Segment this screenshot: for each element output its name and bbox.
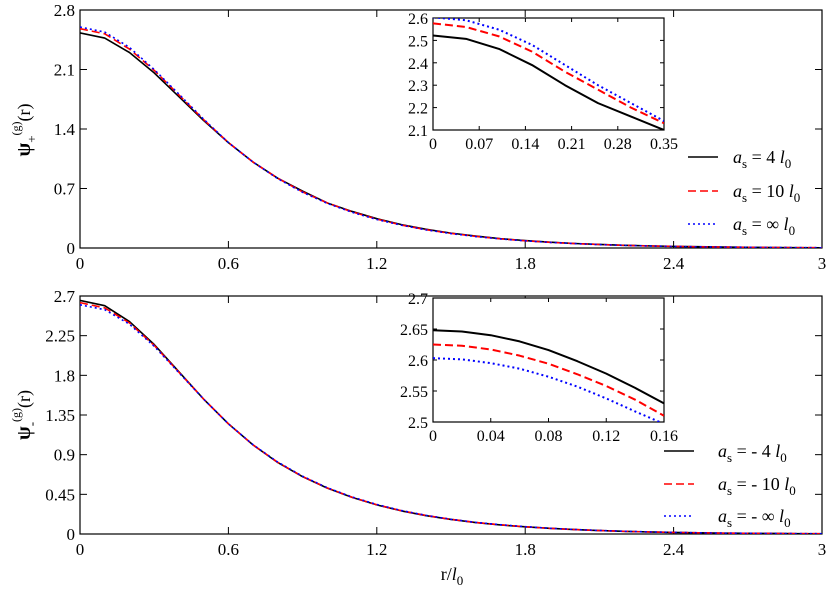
y-tick-label: 1.8 [54, 366, 75, 385]
panel-top: 0 0.6 1.2 1.8 2.4 3 0 0.7 1.4 2.1 2.8 0 0.07 0.14 0.21… [9, 1, 826, 273]
y-tick-label: 0 [67, 525, 76, 544]
legend-bottom: as = - 4 l0 as = - 10 l0 as = - ∞ l0 [664, 441, 796, 530]
panel-bottom: 0 0.6 1.2 1.8 2.4 3 0 0.45 0.9 1.35 1.8 2.25 2.7 0 0.0… [9, 287, 826, 588]
x-axis-label: r/l0 [441, 564, 464, 588]
y-tick-label: 2.8 [54, 1, 75, 20]
inset-top: 0 0.07 0.14 0.21 0.28 0.35 2.1 2.2 2.3 2.4 2.5 2.6 [408, 11, 678, 153]
x-tick-label: 1.2 [366, 540, 387, 559]
series-line-dashed [80, 301, 822, 534]
series-line-dotted [80, 26, 822, 248]
y-tick-label: 0 [67, 239, 76, 258]
x-tick-label: 0.04 [477, 428, 505, 445]
x-tick-label: 3 [818, 254, 827, 273]
series-line-dotted [80, 304, 822, 534]
x-tick-label: 0.35 [650, 136, 678, 153]
x-tick-label: 0 [429, 136, 437, 153]
y-tick-label: 2.7 [54, 287, 76, 306]
series-line-solid [433, 34, 664, 130]
y-tick-label: 2.7 [408, 291, 428, 308]
series-line-solid [433, 329, 664, 405]
legend-label: as = - 10 l0 [718, 474, 796, 498]
y-tick-label: 2.65 [400, 322, 428, 339]
x-tick-label: 3 [818, 540, 827, 559]
y-tick-label: 2.4 [408, 56, 428, 73]
x-tick-label: 1.2 [366, 254, 387, 273]
y-tick-label: 2.1 [54, 61, 75, 80]
y-tick-label: 2.25 [45, 327, 75, 346]
x-tick-label: 0 [429, 428, 437, 445]
x-tick-label: 0.28 [604, 136, 632, 153]
y-tick-label: 2.2 [408, 101, 428, 118]
y-tick-label: 2.6 [408, 353, 428, 370]
y-tick-label: 2.1 [408, 123, 428, 140]
y-tick-label: 0.7 [54, 180, 76, 199]
x-tick-label: 0.12 [592, 428, 620, 445]
legend-label: as = ∞ l0 [733, 214, 795, 238]
series-line-dotted [433, 357, 663, 422]
x-tick-label: 0 [76, 254, 85, 273]
x-tick-label: 0.21 [558, 136, 586, 153]
legend-label: as = - ∞ l0 [718, 506, 791, 530]
x-tick-label: 2.4 [663, 540, 685, 559]
y-axis-label: ψ+(g)(r) [9, 103, 39, 156]
y-tick-label: 0.9 [54, 446, 75, 465]
x-tick-label: 1.8 [515, 254, 536, 273]
x-tick-label: 2.4 [663, 254, 685, 273]
y-tick-label: 2.6 [408, 11, 428, 28]
legend-label: as = - 4 l0 [718, 441, 787, 465]
y-tick-label: 2.5 [408, 33, 428, 50]
x-tick-label: 0.6 [218, 254, 239, 273]
legend-label: as = 10 l0 [733, 181, 800, 205]
y-tick-label: 1.4 [54, 120, 76, 139]
y-axis-label: ψ-(g)(r) [9, 390, 39, 440]
legend-top: as = 4 l0 as = 10 l0 as = ∞ l0 [688, 147, 800, 238]
y-tick-label: 1.35 [45, 406, 75, 425]
series-line-dashed [433, 343, 664, 417]
legend-label: as = 4 l0 [733, 147, 791, 171]
x-tick-label: 1.8 [515, 540, 536, 559]
x-tick-label: 0.6 [218, 540, 239, 559]
plot-frame [432, 297, 665, 423]
x-tick-label: 0.08 [535, 428, 563, 445]
x-tick-label: 0.14 [511, 136, 539, 153]
x-tick-label: 0.07 [465, 136, 493, 153]
y-tick-label: 2.3 [408, 78, 428, 95]
y-tick-label: 2.55 [400, 384, 428, 401]
y-tick-label: 2.5 [408, 415, 428, 432]
x-tick-label: 0.16 [650, 428, 678, 445]
series-line-dashed [433, 22, 664, 125]
x-tick-label: 0 [76, 540, 85, 559]
y-tick-label: 0.45 [45, 485, 75, 504]
inset-bottom: 0 0.04 0.08 0.12 0.16 2.5 2.55 2.6 2.65 2.7 [400, 291, 678, 445]
